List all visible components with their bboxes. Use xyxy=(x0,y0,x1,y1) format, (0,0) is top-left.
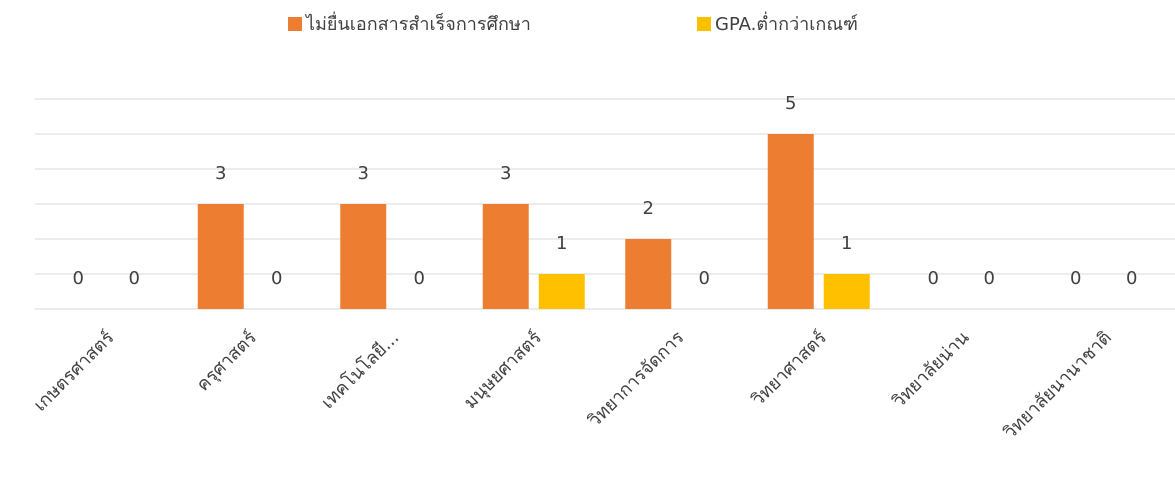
legend-swatch xyxy=(697,17,711,31)
legend-label: GPA.ต่ำกว่าเกณฑ์ xyxy=(715,11,858,35)
data-label: 3 xyxy=(215,163,226,184)
data-label: 0 xyxy=(984,268,995,289)
x-tick-label: เกษตรศาสตร์ xyxy=(30,327,119,416)
data-label: 0 xyxy=(271,268,282,289)
bar xyxy=(538,274,585,309)
bar xyxy=(197,204,244,309)
x-tick-label: ครุศาสตร์ xyxy=(193,327,262,396)
data-label: 0 xyxy=(129,268,140,289)
data-label: 0 xyxy=(73,268,84,289)
data-label: 3 xyxy=(358,163,369,184)
bar xyxy=(625,239,672,309)
data-label: 0 xyxy=(699,268,710,289)
bar xyxy=(823,274,870,309)
data-label: 1 xyxy=(841,233,852,254)
x-tick-label: วิทยาศาสตร์ xyxy=(748,327,831,410)
data-label: 0 xyxy=(414,268,425,289)
data-label: 0 xyxy=(1070,268,1081,289)
bar xyxy=(340,204,387,309)
x-tick-label: เทคโนโลยี... xyxy=(317,327,404,414)
bar xyxy=(767,134,814,309)
data-label: 3 xyxy=(500,163,511,184)
data-label: 2 xyxy=(643,198,654,219)
x-tick-label: วิทยาลัยน่าน xyxy=(889,327,974,412)
x-tick-label: มนุษยศาสตร์ xyxy=(460,327,546,413)
legend-label: ไม่ยื่นเอกสารสำเร็จการศึกษา xyxy=(304,11,531,35)
data-label: 1 xyxy=(556,233,567,254)
data-label: 0 xyxy=(928,268,939,289)
x-tick-label: วิทยาการจัดการ xyxy=(584,327,688,431)
data-label: 0 xyxy=(1126,268,1137,289)
data-label: 5 xyxy=(785,93,796,114)
legend-swatch xyxy=(288,17,302,31)
x-tick-label: วิทยาลัยนานาชาติ xyxy=(1000,327,1116,443)
bar xyxy=(482,204,529,309)
